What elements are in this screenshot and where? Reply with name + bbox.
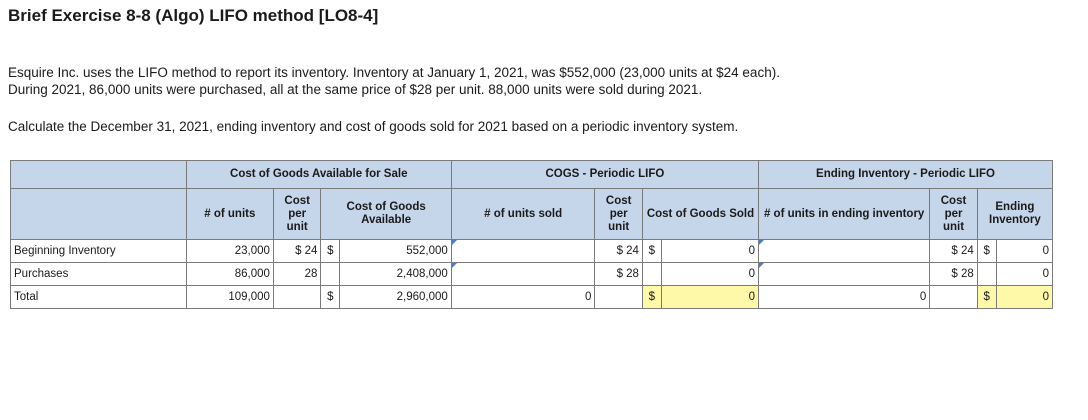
cogs-cost-per-unit-cell: $ 24 [594,239,643,263]
avail-units-cell: 23,000 [185,239,274,263]
problem-line-1: Esquire Inc. uses the LIFO method to rep… [8,65,780,80]
end-cost-per-unit-cell: $ 28 [929,262,978,286]
col-avail-units: # of units [185,188,274,240]
column-header-row: # of units Cost per unit Cost of Goods A… [10,188,1054,240]
end-cost-dollar-sign: $ [976,285,997,309]
end-cost-cell: 0 [995,262,1054,286]
col-cogs-units: # of units sold [450,188,596,240]
cogs-units-total-cell: 0 [450,285,596,309]
avail-cost-per-unit-cell: 28 [272,262,322,286]
row-label: Beginning Inventory [10,239,187,263]
problem-line-2: During 2021, 86,000 units were purchased… [8,82,703,97]
row-label: Total [10,285,187,309]
problem-instruction: Calculate the December 31, 2021, ending … [8,119,739,134]
end-total-cell: 0 [995,285,1054,309]
cogs-cost-dollar-sign: $ [641,239,662,263]
cogs-cost-dollar-sign [641,262,662,286]
end-units-input[interactable] [758,262,931,286]
col-cogs-cost: Cost of Goods Sold [641,188,760,240]
cogs-cost-dollar-sign: $ [641,285,662,309]
empty-cell [929,285,978,309]
avail-cost-dollar-sign: $ [320,285,341,309]
col-end-units: # of units in ending inventory [758,188,931,240]
avail-cost-per-unit-cell: $ 24 [272,239,322,263]
col-avail-cost-per-unit: Cost per unit [272,188,322,240]
empty-cell [594,285,643,309]
col-end-cost: Ending Inventory [976,188,1054,240]
col-cogs-cost-per-unit: Cost per unit [594,188,643,240]
row-label: Purchases [10,262,187,286]
end-cost-dollar-sign: $ [976,239,997,263]
end-cost-per-unit-cell: $ 24 [929,239,978,263]
cogs-total-cell: 0 [660,285,760,309]
table-row-total: Total 109,000 $ 2,960,000 0 $ 0 0 $ 0 [10,285,1054,309]
end-units-input[interactable] [758,239,931,263]
problem-intro: Esquire Inc. uses the LIFO method to rep… [8,64,780,98]
blank-header-cell [10,188,187,240]
empty-cell [272,285,322,309]
group-ending-header: Ending Inventory - Periodic LIFO [758,160,1053,189]
end-cost-cell: 0 [995,239,1054,263]
col-avail-cost: Cost of Goods Available [320,188,452,240]
blank-header-cell [10,160,187,189]
group-cogs-header: COGS - Periodic LIFO [450,160,760,189]
avail-units-cell: 109,000 [185,285,274,309]
col-end-cost-per-unit: Cost per unit [929,188,978,240]
avail-cost-cell: 552,000 [339,239,452,263]
lifo-worksheet-table: Cost of Goods Available for Sale COGS - … [10,160,1054,309]
avail-cost-cell: 2,960,000 [339,285,452,309]
group-header-row: Cost of Goods Available for Sale COGS - … [10,160,1053,189]
end-cost-dollar-sign [976,262,997,286]
avail-units-cell: 86,000 [185,262,274,286]
avail-cost-cell: 2,408,000 [339,262,452,286]
end-units-total-cell: 0 [758,285,931,309]
cogs-cost-cell: 0 [660,262,760,286]
avail-cost-dollar-sign [320,262,341,286]
cogs-cost-per-unit-cell: $ 28 [594,262,643,286]
cogs-units-input[interactable] [450,239,596,263]
group-available-header: Cost of Goods Available for Sale [185,160,452,189]
cogs-units-input[interactable] [450,262,596,286]
table-row-purchases: Purchases 86,000 28 2,408,000 $ 28 0 $ 2… [10,262,1054,286]
avail-cost-dollar-sign: $ [320,239,341,263]
table-row-beginning: Beginning Inventory 23,000 $ 24 $ 552,00… [10,239,1054,263]
cogs-cost-cell: 0 [660,239,760,263]
page-title: Brief Exercise 8-8 (Algo) LIFO method [L… [8,6,379,25]
